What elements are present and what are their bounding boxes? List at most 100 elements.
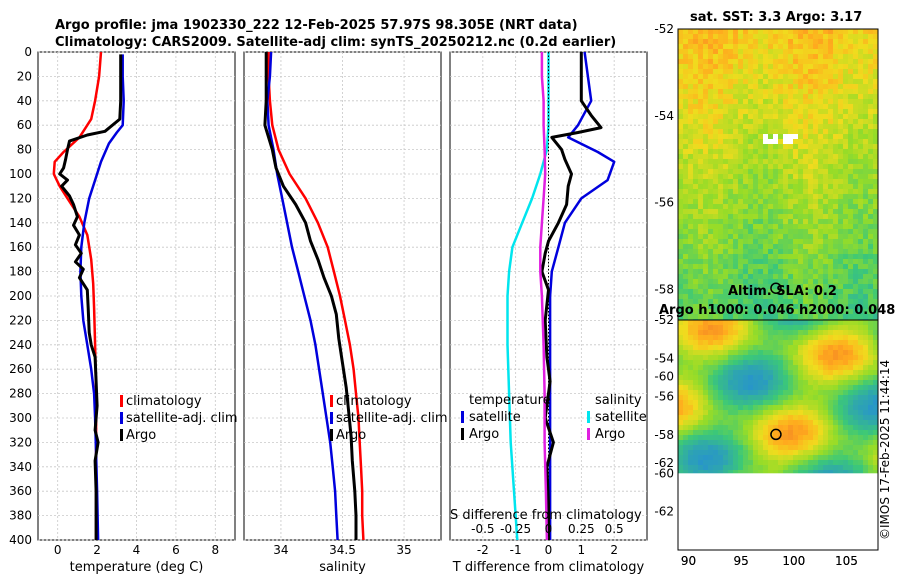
heatmap-cell — [838, 455, 843, 460]
heatmap-cell — [873, 279, 878, 284]
heatmap-cell — [773, 375, 778, 380]
heatmap-cell — [693, 194, 698, 199]
heatmap-cell — [808, 234, 813, 239]
heatmap-cell — [828, 144, 833, 149]
heatmap-cell — [828, 244, 833, 249]
heatmap-cell — [798, 350, 803, 355]
heatmap-cell — [743, 239, 748, 244]
heatmap-cell — [773, 219, 778, 224]
heatmap-cell — [723, 194, 728, 199]
heatmap-cell — [783, 450, 788, 455]
heatmap-cell — [843, 440, 848, 445]
x-tick-label: 100 — [782, 554, 805, 568]
heatmap-cell — [693, 455, 698, 460]
heatmap-cell — [708, 234, 713, 239]
heatmap-cell — [843, 154, 848, 159]
heatmap-cell — [703, 194, 708, 199]
heatmap-cell — [848, 360, 853, 365]
heatmap-cell — [763, 119, 768, 124]
heatmap-cell — [703, 164, 708, 169]
heatmap-cell — [823, 39, 828, 44]
heatmap-cell — [753, 209, 758, 214]
heatmap-cell — [708, 455, 713, 460]
heatmap-cell — [798, 129, 803, 134]
heatmap-cell — [693, 440, 698, 445]
heatmap-cell — [758, 84, 763, 89]
heatmap-cell — [693, 430, 698, 435]
heatmap-cell — [783, 400, 788, 405]
heatmap-cell — [763, 144, 768, 149]
heatmap-cell — [688, 229, 693, 234]
heatmap-cell — [773, 430, 778, 435]
heatmap-cell — [848, 104, 853, 109]
heatmap-cell — [773, 109, 778, 114]
heatmap-cell — [693, 169, 698, 174]
heatmap-cell — [793, 179, 798, 184]
heatmap-cell — [858, 119, 863, 124]
heatmap-cell — [728, 254, 733, 259]
heatmap-cell — [793, 279, 798, 284]
heatmap-cell — [713, 325, 718, 330]
heatmap-cell — [768, 244, 773, 249]
heatmap-cell — [743, 304, 748, 309]
heatmap-cell — [868, 159, 873, 164]
heatmap-cell — [698, 350, 703, 355]
heatmap-cell — [753, 345, 758, 350]
heatmap-cell — [838, 340, 843, 345]
heatmap-cell — [833, 54, 838, 59]
heatmap-cell — [703, 104, 708, 109]
heatmap-cell — [688, 279, 693, 284]
heatmap-cell — [843, 184, 848, 189]
heatmap-cell — [813, 249, 818, 254]
heatmap-cell — [793, 259, 798, 264]
heatmap-cell — [848, 294, 853, 299]
heatmap-cell — [738, 94, 743, 99]
heatmap-cell — [848, 465, 853, 470]
heatmap-cell — [803, 84, 808, 89]
heatmap-cell — [723, 239, 728, 244]
heatmap-cell — [843, 194, 848, 199]
heatmap-cell — [693, 74, 698, 79]
heatmap-cell — [733, 269, 738, 274]
heatmap-cell — [813, 54, 818, 59]
heatmap-cell — [793, 365, 798, 370]
heatmap-cell — [763, 335, 768, 340]
heatmap-cell — [783, 470, 788, 474]
heatmap-cell — [703, 320, 708, 325]
heatmap-cell — [858, 94, 863, 99]
heatmap-cell — [763, 259, 768, 264]
heatmap-cell — [678, 79, 683, 84]
heatmap-cell — [858, 345, 863, 350]
heatmap-cell — [793, 350, 798, 355]
heatmap-cell — [708, 159, 713, 164]
heatmap-cell — [698, 34, 703, 39]
heatmap-cell — [773, 179, 778, 184]
heatmap-cell — [743, 425, 748, 430]
heatmap-cell — [768, 149, 773, 154]
heatmap-cell — [803, 244, 808, 249]
heatmap-cell — [808, 164, 813, 169]
heatmap-cell — [873, 219, 878, 224]
heatmap-cell — [718, 450, 723, 455]
heatmap-cell — [838, 460, 843, 465]
heatmap-cell — [768, 430, 773, 435]
heatmap-cell — [693, 400, 698, 405]
heatmap-cell — [788, 99, 793, 104]
heatmap-cell — [813, 169, 818, 174]
heatmap-cell — [688, 79, 693, 84]
heatmap-cell — [803, 54, 808, 59]
heatmap-cell — [823, 149, 828, 154]
heatmap-cell — [828, 390, 833, 395]
heatmap-cell — [828, 395, 833, 400]
heatmap-cell — [863, 189, 868, 194]
heatmap-cell — [803, 395, 808, 400]
heatmap-cell — [678, 204, 683, 209]
heatmap-cell — [728, 274, 733, 279]
heatmap-cell — [713, 470, 718, 474]
heatmap-cell — [853, 380, 858, 385]
heatmap-cell — [763, 420, 768, 425]
heatmap-cell — [828, 164, 833, 169]
heatmap-cell — [783, 405, 788, 410]
heatmap-cell — [758, 44, 763, 49]
heatmap-cell — [758, 234, 763, 239]
